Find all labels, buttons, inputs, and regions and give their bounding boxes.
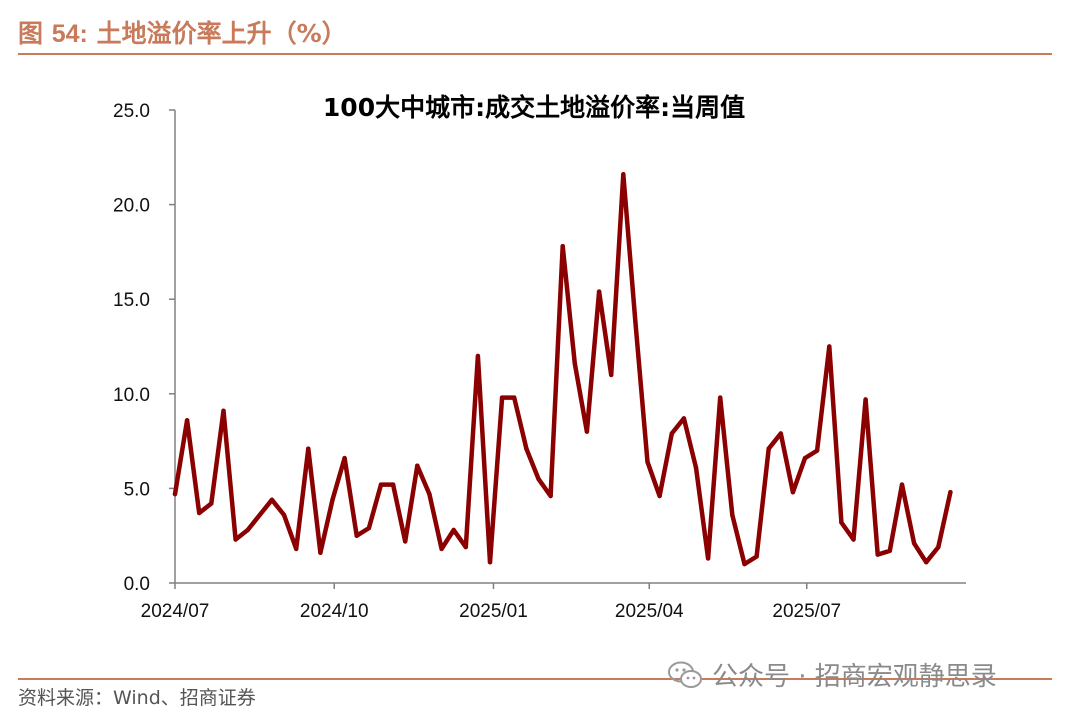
figure-label-prefix: 图 — [18, 19, 52, 48]
data-point — [645, 459, 650, 465]
data-point — [609, 372, 614, 378]
figure-label-number: 54: — [51, 20, 88, 48]
data-point — [184, 418, 190, 423]
data-point — [403, 539, 408, 544]
data-point — [851, 537, 856, 542]
data-point — [463, 544, 468, 550]
data-point — [863, 397, 868, 402]
x-tick-label: 2024/10 — [300, 601, 369, 622]
data-point — [718, 395, 723, 400]
data-point — [657, 493, 662, 499]
data-points — [172, 172, 953, 567]
x-tick-label: 2025/04 — [615, 601, 684, 622]
data-point — [802, 455, 808, 461]
data-point — [790, 490, 796, 495]
watermark-text: 公众号 · 招商宏观静思录 — [712, 662, 997, 692]
data-point — [911, 541, 917, 546]
data-point — [705, 556, 711, 561]
data-point — [378, 482, 384, 487]
footer-rule — [18, 678, 1052, 680]
y-tick-label: 0.0 — [124, 574, 150, 595]
data-point — [269, 497, 275, 502]
data-point — [172, 491, 178, 497]
data-point — [233, 537, 238, 542]
data-point — [330, 497, 335, 502]
data-point — [318, 550, 323, 555]
data-point — [524, 446, 529, 451]
data-point — [415, 463, 420, 468]
data-point — [451, 527, 456, 533]
data-point — [548, 493, 553, 499]
y-tick-label: 20.0 — [113, 196, 150, 217]
y-tick-label: 25.0 — [113, 101, 150, 122]
data-point — [354, 533, 359, 538]
data-point — [294, 546, 299, 552]
data-point — [754, 554, 759, 559]
data-point — [221, 408, 226, 413]
data-point — [306, 446, 311, 451]
data-point — [499, 395, 505, 400]
series-line — [172, 172, 953, 567]
data-point — [730, 512, 735, 518]
y-tick-label: 15.0 — [113, 290, 150, 311]
data-point — [281, 512, 287, 518]
x-ticks: 2024/07 2024/10 2025/01 2025/04 2025/07 — [141, 583, 841, 622]
data-point — [390, 482, 396, 487]
y-tick-label: 5.0 — [124, 479, 150, 500]
data-point — [596, 289, 602, 294]
data-point — [924, 560, 929, 565]
data-point — [621, 172, 626, 177]
data-point — [899, 482, 905, 487]
source-note: 资料来源：Wind、招商证券 — [18, 687, 256, 709]
x-tick-label: 2025/07 — [772, 601, 841, 622]
data-point — [669, 431, 674, 436]
data-point — [209, 501, 214, 506]
data-point — [875, 552, 880, 557]
data-point — [257, 512, 262, 518]
figure-caption-text: 土地溢价率上升（%） — [87, 19, 347, 48]
data-point — [475, 353, 481, 359]
data-point — [536, 476, 541, 482]
data-point — [342, 455, 347, 461]
data-point — [427, 491, 432, 497]
data-point — [584, 429, 590, 434]
data-point — [839, 520, 844, 525]
header-rule — [18, 53, 1052, 55]
data-point — [681, 416, 687, 421]
data-point — [245, 527, 250, 533]
data-point — [814, 448, 820, 453]
x-tick-label: 2025/01 — [459, 601, 528, 622]
data-point — [827, 344, 832, 349]
data-point — [439, 546, 444, 552]
chart-title: 100大中城市:成交土地溢价率:当周值 — [323, 93, 745, 122]
data-point — [197, 510, 202, 516]
data-point — [693, 465, 699, 470]
figure-caption: 图 54: 土地溢价率上升（%） — [18, 14, 347, 50]
data-point — [366, 525, 372, 531]
data-point — [887, 548, 892, 553]
wechat-icon — [668, 661, 702, 688]
y-tick-label: 10.0 — [113, 385, 150, 406]
data-point — [778, 431, 783, 436]
data-point — [948, 490, 953, 495]
y-ticks: 0.0 5.0 10.0 15.0 20.0 25.0 — [113, 101, 175, 595]
data-point — [936, 544, 941, 550]
x-tick-label: 2024/07 — [141, 601, 210, 622]
data-point — [572, 361, 577, 366]
data-point — [633, 319, 638, 325]
data-point — [487, 560, 493, 565]
data-point — [742, 561, 747, 567]
data-point — [560, 244, 565, 249]
data-point — [766, 446, 771, 451]
watermark: 公众号 · 招商宏观静思录 — [668, 656, 997, 693]
data-point — [512, 395, 517, 400]
